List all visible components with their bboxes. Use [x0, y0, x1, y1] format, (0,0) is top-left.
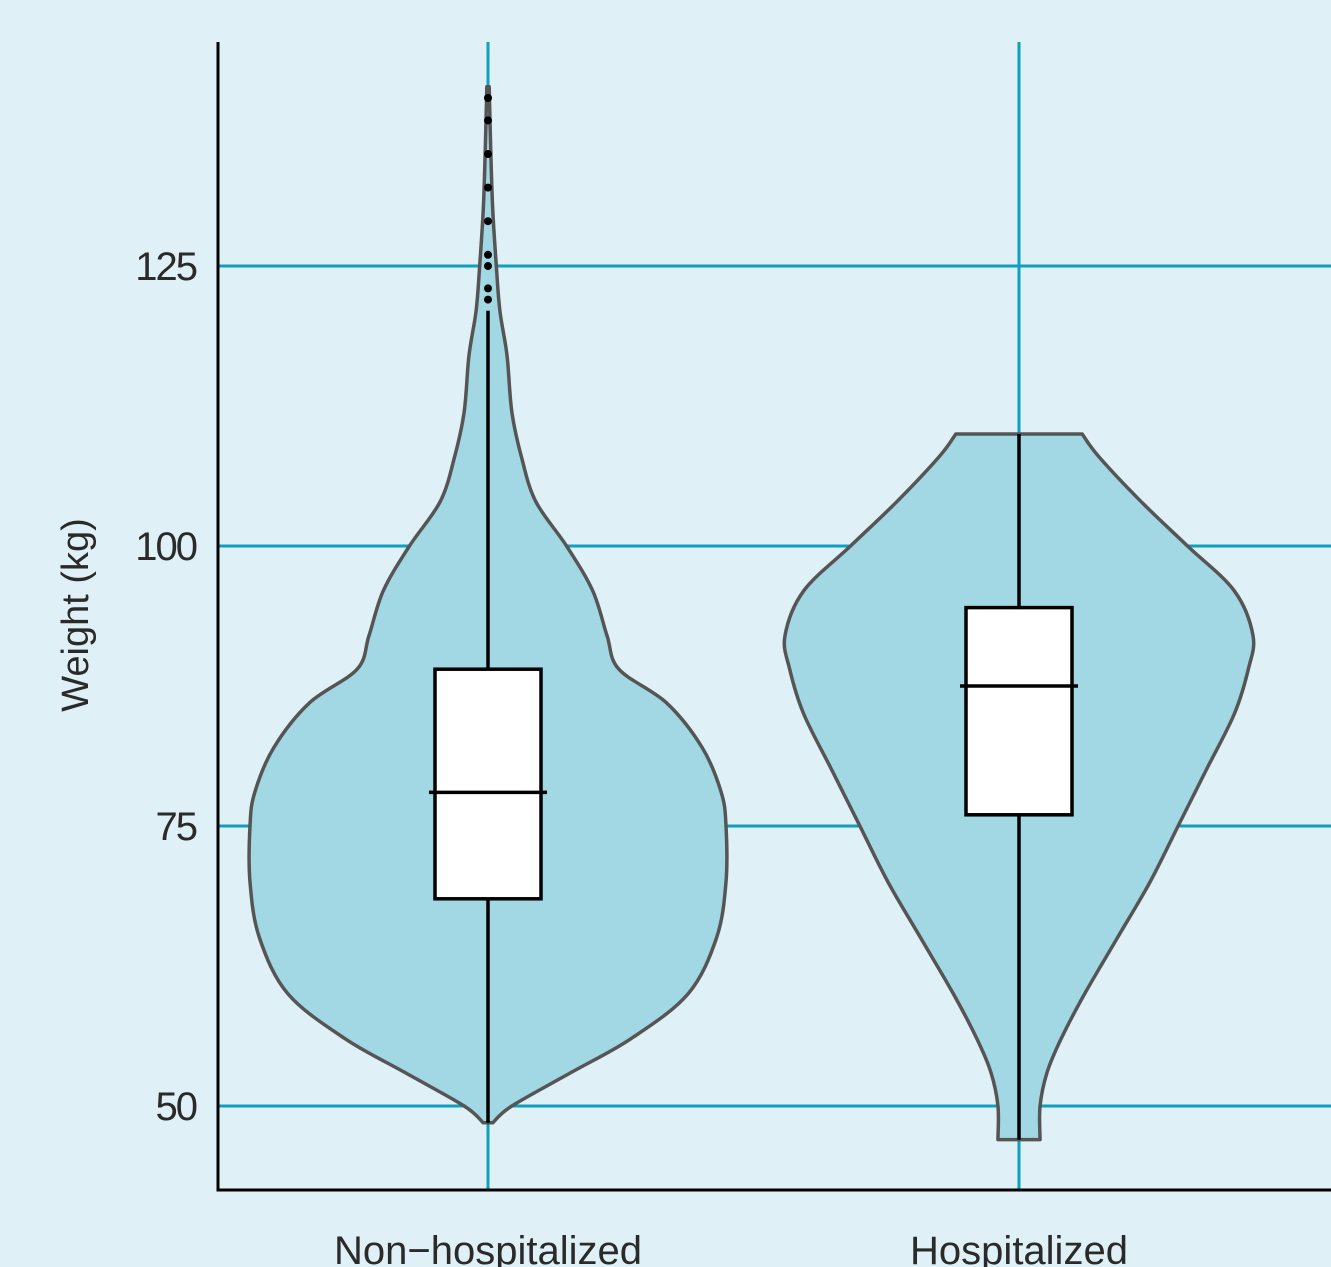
y-tick-label-50: 50: [156, 1085, 197, 1129]
x-category-labels: Non−hospitalized Hospitalized: [334, 1229, 1128, 1267]
violins: [247, 85, 1256, 1142]
outlier-point: [484, 262, 492, 270]
y-axis-label: Weight (kg): [55, 518, 97, 712]
outlier-point: [484, 94, 492, 102]
outlier-point: [484, 217, 492, 226]
y-tick-labels: 50 75 100 125: [135, 245, 198, 1129]
box-0: [433, 667, 543, 901]
outlier-point: [484, 284, 492, 293]
x-category-label-0: Non−hospitalized: [334, 1229, 642, 1267]
box-1: [964, 605, 1074, 817]
axes: [216, 42, 1331, 1192]
outlier-point: [484, 116, 492, 125]
outlier-point: [484, 250, 492, 259]
box-plots: [429, 94, 1078, 1140]
outlier-point: [484, 150, 492, 158]
y-tick-label-100: 100: [135, 525, 196, 569]
y-tick-label-125: 125: [135, 245, 196, 289]
y-tick-label-75: 75: [156, 805, 197, 849]
outlier-point: [484, 183, 492, 192]
x-category-label-1: Hospitalized: [910, 1229, 1128, 1267]
outlier-point: [484, 295, 492, 304]
